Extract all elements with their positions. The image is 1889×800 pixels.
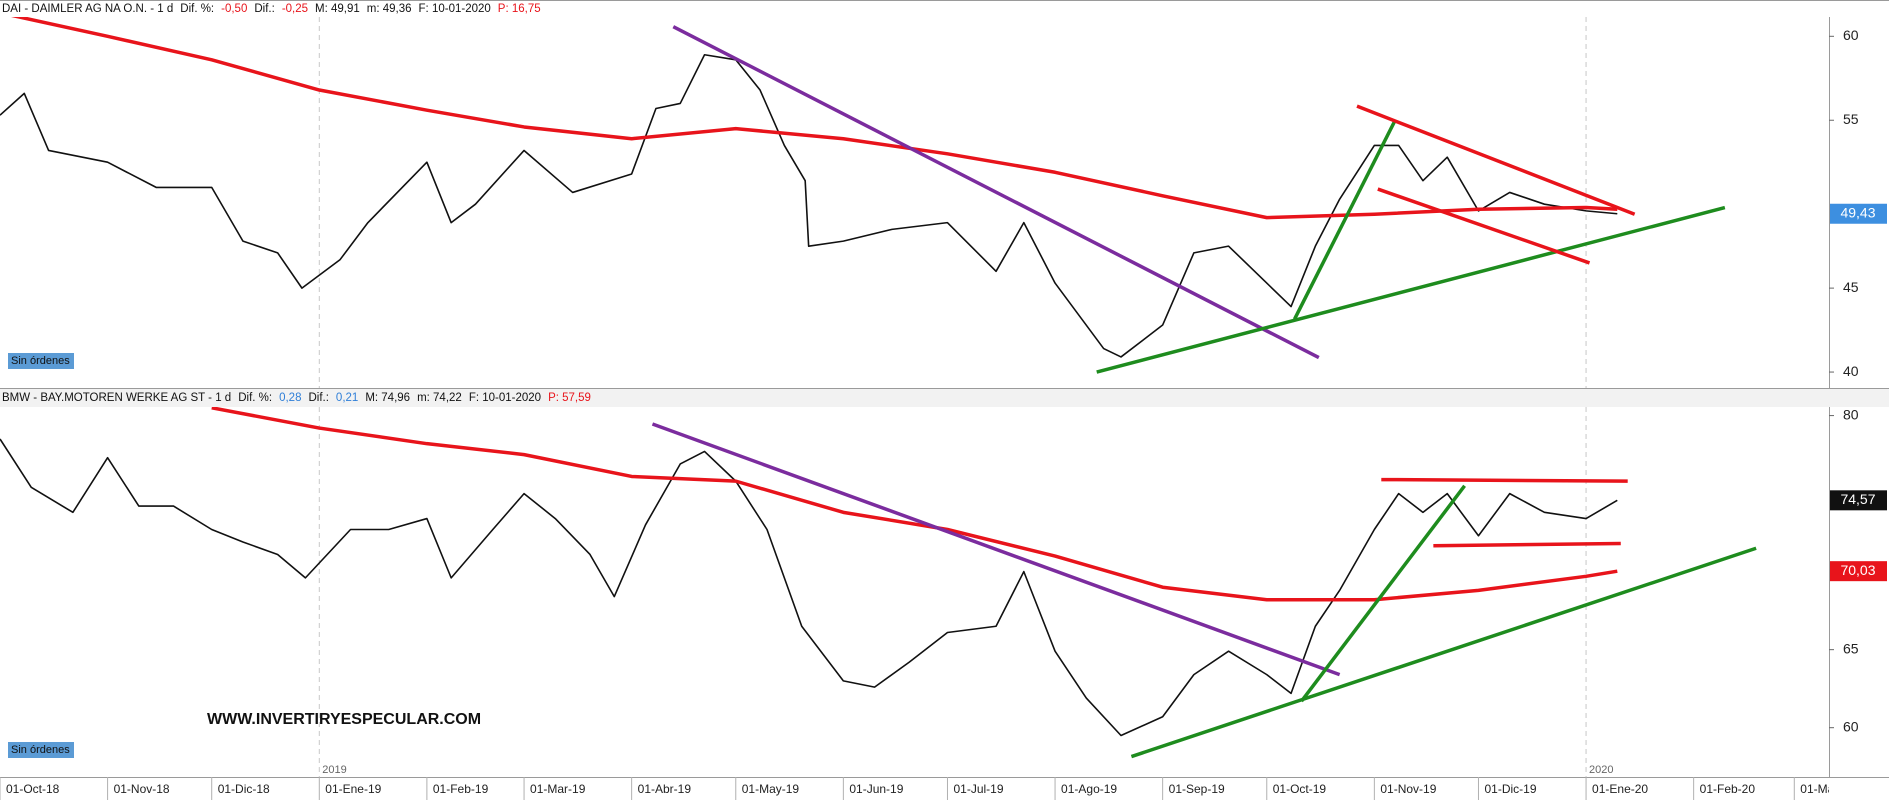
x-tick-label: 01-Mar-19 (530, 782, 586, 796)
header-field: Dif.: (308, 392, 329, 404)
panel-header-band (0, 388, 1889, 407)
x-tick-label: 01-Feb-20 (1700, 782, 1756, 796)
y-tick-label: 60 (1843, 718, 1859, 734)
y-tick-label: 45 (1843, 279, 1859, 295)
trend-line (1300, 484, 1466, 703)
x-tick-label: 01-Dic-18 (218, 782, 270, 796)
plot-area (0, 17, 1726, 374)
plot-area (0, 407, 1757, 759)
last-value-box (1830, 490, 1887, 511)
header-field: 0,28 (279, 392, 302, 404)
panel-header: DAI - DAIMLER AG NA O.N. - 1 d Dif. %: -0,… (2, 1, 548, 17)
header-field: BMW - BAY.MOTOREN WERKE AG ST - 1 d (2, 392, 232, 404)
orders-badge-label: Sin órdenes (11, 744, 70, 756)
trend-line (672, 25, 1320, 360)
x-tick-label: 01-Feb-19 (433, 782, 489, 796)
x-axis: 01-Oct-18 01-Nov-18 01-Dic-18 01-Ene-19 01-F… (0, 777, 1856, 800)
header-field: Dif.: (254, 3, 275, 15)
last-value-box (1830, 561, 1887, 582)
header-field: M: 74,96 (365, 392, 411, 404)
header-field: Dif. %: (238, 392, 273, 404)
y-tick-label: 80 (1843, 406, 1859, 422)
x-tick-label: 01-Dic-19 (1484, 782, 1536, 796)
trend-line (1377, 187, 1591, 265)
y-tick-label: 55 (1843, 111, 1859, 127)
header-field: m: 49,36 (366, 3, 412, 15)
price-line (211, 407, 1618, 602)
trend-line (1096, 205, 1726, 374)
header-field: P: 57,59 (548, 392, 591, 404)
header-field: P: 16,75 (497, 3, 541, 15)
trend-line (1381, 477, 1628, 483)
x-tick-label: 01-Ago-19 (1061, 782, 1117, 796)
orders-badge (8, 353, 74, 369)
header-field: -0,25 (281, 3, 309, 15)
watermark: WWW.INVERTIRYESPECULAR.COM (207, 711, 481, 728)
trend-line (651, 422, 1341, 677)
header-field: DAI - DAIMLER AG NA O.N. - 1 d (2, 3, 174, 15)
y-tick-label: 65 (1843, 640, 1859, 656)
year-label: 2019 (322, 764, 346, 776)
y-tick-label: 40 (1843, 363, 1859, 379)
trend-line (1292, 119, 1397, 320)
x-tick-label: 01-Ene-20 (1592, 782, 1648, 796)
x-tick-label: 01-Jun-19 (849, 782, 903, 796)
x-tick-label: 01-Mar-20 (1800, 782, 1856, 796)
header-field: -0,50 (221, 3, 248, 15)
header-field: F: 10-01-2020 (418, 3, 491, 15)
trend-line (1433, 541, 1621, 548)
x-tick-label: 01-Sep-19 (1169, 782, 1225, 796)
last-value-label: 74,57 (1840, 491, 1875, 507)
x-tick-label: 01-Abr-19 (638, 782, 692, 796)
x-tick-label: 01-Jul-19 (953, 782, 1003, 796)
orders-badge-label: Sin órdenes (11, 355, 70, 367)
x-tick-label: 01-Nov-19 (1380, 782, 1436, 796)
x-tick-label: 01-May-19 (742, 782, 800, 796)
trend-line (1356, 104, 1636, 216)
trend-line (1130, 546, 1757, 759)
price-line (0, 438, 1618, 737)
last-value-box (1830, 203, 1887, 224)
last-value-label: 70,03 (1840, 562, 1875, 578)
header-field: m: 74,22 (417, 392, 462, 404)
last-value-label: 49,43 (1840, 204, 1875, 220)
year-label: 2020 (1589, 764, 1613, 776)
header-field: M: 49,91 (315, 3, 360, 15)
price-line (11, 17, 1618, 220)
x-tick-label: 01-Oct-19 (1273, 782, 1327, 796)
y-tick-label: 60 (1843, 27, 1859, 43)
header-field: 0,21 (335, 392, 359, 404)
orders-badge (8, 742, 74, 758)
x-tick-label: 01-Nov-18 (114, 782, 170, 796)
x-tick-label: 01-Ene-19 (325, 782, 381, 796)
header-field: F: 10-01-2020 (468, 392, 542, 404)
panel-header: BMW - BAY.MOTOREN WERKE AG ST - 1 d Dif. … (2, 390, 598, 406)
header-field: Dif. %: (180, 3, 215, 15)
x-tick-label: 01-Oct-18 (6, 782, 60, 796)
price-line (0, 53, 1618, 358)
